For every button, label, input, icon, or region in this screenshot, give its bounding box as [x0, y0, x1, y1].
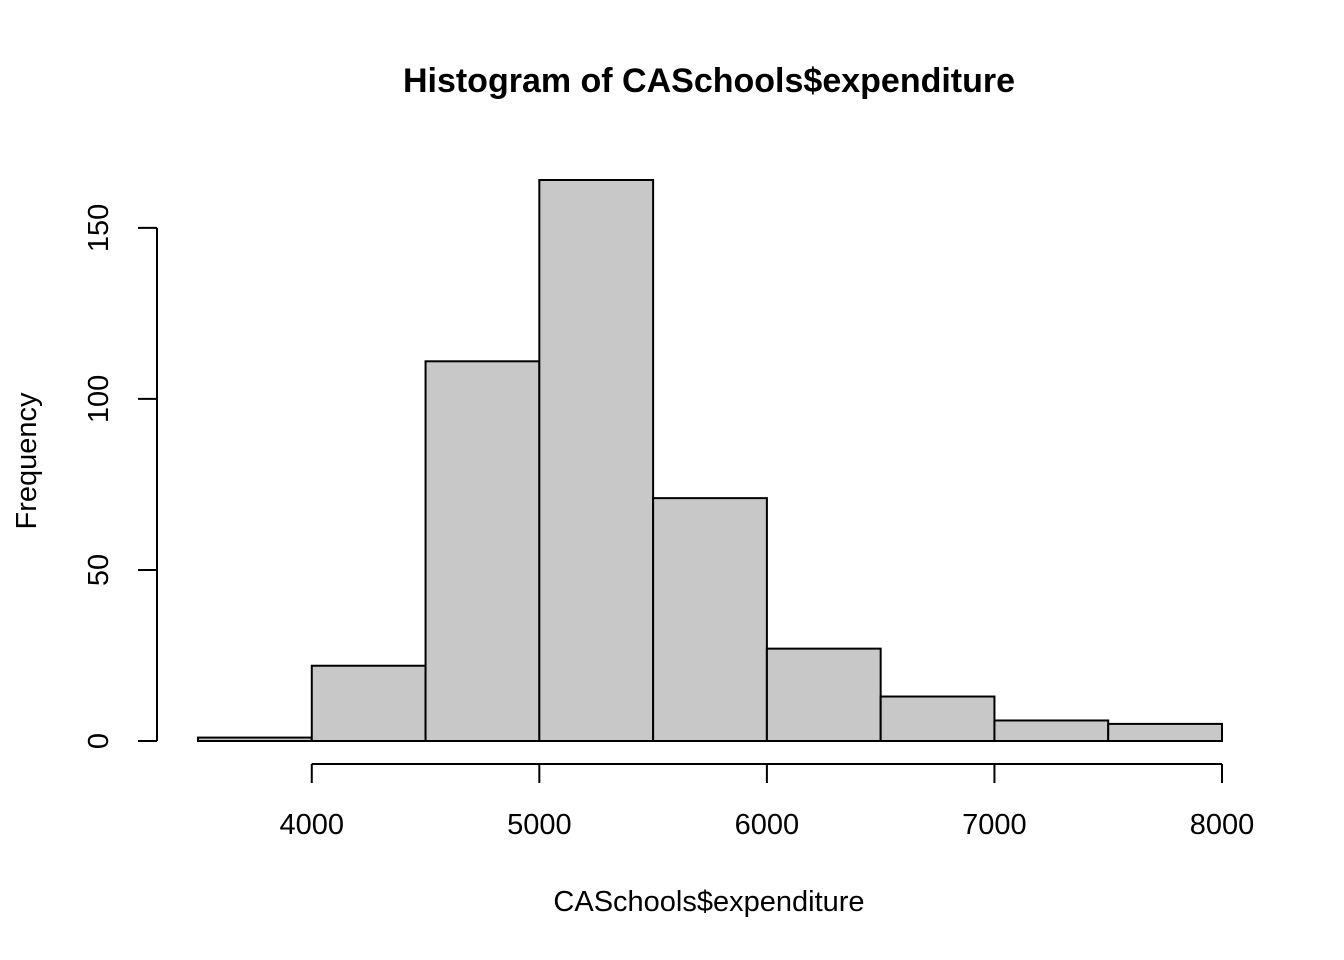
- y-axis-label: Frequency: [11, 392, 43, 530]
- histogram-bar-5: [652, 497, 768, 742]
- x-tick-label-8000: 8000: [1190, 809, 1255, 841]
- histogram-bar-2: [310, 664, 427, 742]
- histogram-bar-4: [538, 179, 655, 742]
- y-tick-label-50: 50: [83, 554, 115, 586]
- histogram-bar-7: [879, 695, 996, 743]
- y-tick-label-150: 150: [83, 204, 115, 252]
- x-tick-label-7000: 7000: [962, 809, 1027, 841]
- histogram-bar-9: [1107, 722, 1223, 743]
- chart-title: Histogram of CASchools$expenditure: [403, 62, 1015, 100]
- histogram-bar-8: [993, 719, 1110, 742]
- x-tick-label-5000: 5000: [507, 809, 572, 841]
- y-tick-label-0: 0: [83, 733, 115, 749]
- x-tick-label-6000: 6000: [735, 809, 800, 841]
- histogram-bar-6: [765, 647, 882, 743]
- y-axis: 0 50 100 150: [83, 204, 158, 749]
- histogram-bar-1: [197, 736, 313, 743]
- x-axis-label: CASchools$expenditure: [553, 886, 864, 918]
- histogram-bar-3: [424, 360, 541, 742]
- y-tick-label-100: 100: [83, 375, 115, 423]
- bars-group: [197, 179, 1223, 743]
- x-tick-label-4000: 4000: [280, 809, 345, 841]
- x-axis: 4000 5000 6000 7000 8000: [280, 763, 1255, 841]
